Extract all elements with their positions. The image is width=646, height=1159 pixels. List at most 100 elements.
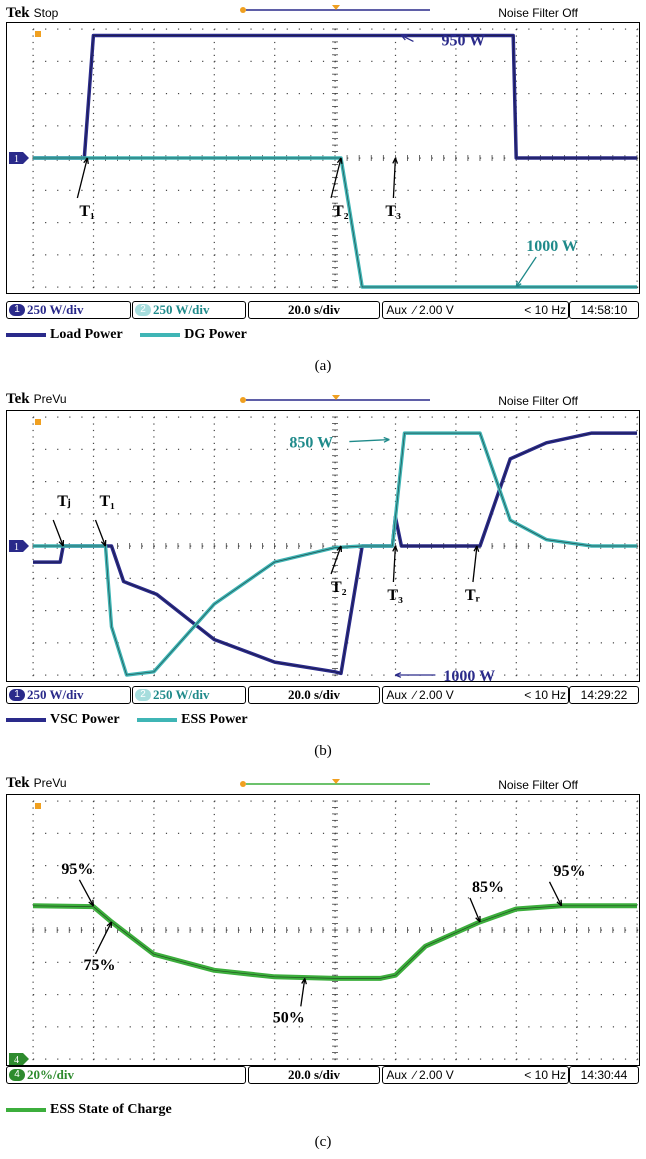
grid-dot <box>226 222 228 224</box>
grid-dot <box>190 513 192 515</box>
grid-dot <box>576 222 578 224</box>
grid-dot <box>394 494 397 496</box>
grid-dot <box>92 99 95 102</box>
grid-dot <box>576 494 578 496</box>
grid-dot <box>226 832 228 834</box>
grid-dot <box>359 1026 361 1028</box>
grid-dot <box>540 60 542 62</box>
grid-dot <box>286 481 288 483</box>
grid-dot <box>274 591 276 593</box>
grid-dot <box>636 558 638 561</box>
grid-dot <box>322 125 325 127</box>
trigger-info[interactable]: Aux ∕ 2.00 V < 10 Hz <box>382 1066 569 1084</box>
grid-dot <box>492 545 494 547</box>
grid-dot <box>153 462 155 464</box>
legend-swatch <box>6 332 46 337</box>
grid-dot <box>274 826 276 828</box>
grid-dot <box>334 604 336 606</box>
annotation-arrowhead <box>395 672 402 678</box>
timebase[interactable]: 20.0 s/div <box>248 301 380 319</box>
grid-dot <box>45 610 47 612</box>
grid-dot <box>552 125 554 127</box>
ch1-scale[interactable]: 1 250 W/div <box>6 686 131 704</box>
grid-dot <box>637 448 639 450</box>
grid-dot <box>334 500 336 503</box>
grid-dot <box>637 254 639 256</box>
grid-dot <box>455 1000 457 1003</box>
grid-dot <box>57 513 59 515</box>
ch2-scale[interactable]: 2 250 W/div <box>132 301 246 319</box>
trigger-info[interactable]: Aux ∕ 2.00 V < 10 Hz <box>382 686 569 704</box>
grid-dot <box>153 917 155 919</box>
grid-dot <box>286 545 288 547</box>
grid-dot <box>153 884 155 887</box>
grid-dot <box>334 629 336 632</box>
grid-dot <box>202 125 204 127</box>
grid-dot <box>165 610 168 612</box>
grid-dot <box>153 975 155 977</box>
grid-dot <box>298 1026 300 1028</box>
grid-dot <box>455 74 457 76</box>
grid-dot <box>600 610 602 612</box>
grid-dot <box>504 481 506 483</box>
grid-dot <box>576 228 578 231</box>
grid-dot <box>359 448 361 450</box>
grid-dot <box>431 125 433 127</box>
annotation-arrowhead <box>58 539 65 547</box>
grid-dot <box>359 189 361 191</box>
grid-dot <box>32 591 34 593</box>
grid-dot <box>32 455 34 457</box>
trigger-info[interactable]: Aux ∕ 2.00 V < 10 Hz <box>382 301 569 319</box>
grid-dot <box>81 674 83 676</box>
grid-dot <box>274 859 276 861</box>
grid-dot <box>32 170 34 173</box>
grid-dot <box>467 994 470 996</box>
grid-dot <box>576 429 578 432</box>
grid-dot <box>395 60 397 62</box>
grid-dot <box>334 164 336 166</box>
grid-dot <box>214 28 216 30</box>
grid-dot <box>624 865 627 867</box>
grid-dot <box>455 923 457 925</box>
grid-dot <box>153 507 155 509</box>
grid-dot <box>274 539 276 541</box>
grid-dot <box>576 261 578 263</box>
grid-dot <box>600 481 602 483</box>
ch1-scale[interactable]: 1 250 W/div <box>6 301 131 319</box>
grid-dot <box>334 475 336 477</box>
grid-dot <box>153 526 155 528</box>
grid-dot <box>455 475 457 477</box>
annotation-arrow <box>548 881 563 907</box>
grid-dot <box>492 897 494 899</box>
grid-dot <box>576 203 578 205</box>
grid-dot <box>117 189 119 191</box>
grid-dot <box>636 807 638 809</box>
grid-dot <box>129 286 131 288</box>
grid-dot <box>347 254 349 256</box>
grid-dot <box>455 54 457 56</box>
ch2-scale[interactable]: 2 250 W/div <box>132 686 246 704</box>
grid-dot <box>479 416 482 418</box>
grid-dot <box>479 513 482 515</box>
grid-dot <box>274 865 276 867</box>
grid-dot <box>515 859 517 861</box>
grid-dot <box>636 813 638 816</box>
ch4-scale[interactable]: 4 20%/div <box>6 1066 246 1084</box>
timebase[interactable]: 20.0 s/div <box>248 1066 380 1084</box>
grid-dot <box>504 157 506 159</box>
grid-dot <box>419 800 421 802</box>
grid-dot <box>213 655 215 657</box>
grid-dot <box>588 254 590 256</box>
grid-dot <box>153 145 155 147</box>
grid-dot <box>226 577 228 579</box>
grid-dot <box>552 994 554 996</box>
grid-dot <box>576 164 578 166</box>
grid-dot <box>347 929 349 931</box>
grid-dot <box>636 616 638 619</box>
caption: (a) <box>314 358 332 374</box>
grid-dot <box>492 189 494 191</box>
grid-dot <box>431 929 433 931</box>
timebase[interactable]: 20.0 s/div <box>248 686 380 704</box>
grid-dot <box>92 183 95 185</box>
grid-dot <box>45 897 47 899</box>
